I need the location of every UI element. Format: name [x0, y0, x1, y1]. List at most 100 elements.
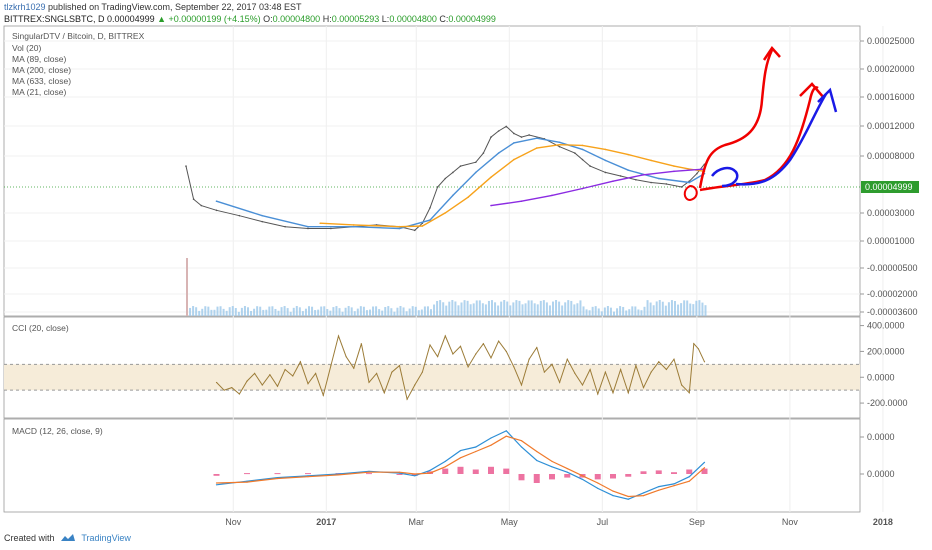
volume-bar	[472, 303, 475, 316]
volume-bar	[350, 307, 353, 316]
open-value: 0.00004800	[272, 14, 321, 24]
macd-line-point	[581, 478, 584, 480]
x-tick-label: Mar	[409, 517, 425, 527]
publish-info: tlzkrh1029 published on TradingView.com,…	[4, 2, 302, 12]
macd-line-point	[703, 461, 706, 463]
volume-bar	[606, 306, 609, 316]
signal-line-point	[490, 444, 492, 446]
data-point	[696, 172, 698, 175]
volume-bar	[231, 306, 234, 316]
data-point	[574, 152, 576, 154]
volume-bar	[216, 306, 219, 316]
macd-line-point	[475, 446, 477, 448]
y-tick-label: -0.00003600	[867, 307, 918, 317]
data-point	[192, 198, 195, 200]
data-point	[627, 169, 630, 172]
volume-bar	[536, 304, 539, 316]
data-point	[581, 187, 584, 190]
volume-bar	[561, 305, 564, 316]
last-price-tag: 0.00004999	[861, 181, 919, 193]
blue-arrow-head	[817, 87, 838, 113]
data-point	[452, 171, 454, 174]
volume-bar	[625, 310, 628, 316]
data-point	[513, 158, 515, 161]
volume-bar	[497, 305, 500, 316]
volume-bar	[247, 307, 249, 316]
x-tick-label: 2018	[873, 517, 893, 527]
series-line-ma-89-close-	[320, 143, 705, 228]
macd-histogram-bar	[305, 473, 311, 475]
volume-bar	[564, 302, 567, 316]
volume-bar	[335, 306, 338, 316]
volume-bar	[332, 307, 335, 316]
cci-point	[276, 385, 279, 387]
volume-bar	[378, 309, 381, 316]
signal-line-point	[597, 482, 599, 484]
data-point	[627, 153, 630, 156]
volume-bar	[399, 306, 402, 316]
data-point	[581, 148, 584, 151]
macd-histogram-bar	[244, 473, 250, 475]
volume-bar	[253, 308, 256, 316]
macd-label: MACD (12, 26, close, 9)	[12, 426, 103, 436]
data-point	[650, 181, 652, 184]
legend-ma200: MA (200, close)	[12, 65, 72, 75]
volume-bar	[545, 302, 548, 316]
last-price: 0.00004999	[107, 14, 155, 24]
data-point	[558, 143, 561, 146]
macd-histogram-bar	[610, 474, 616, 479]
volume-bar	[356, 308, 359, 316]
ohlc-header: BITTREX:SNGLSBTC, D 0.00004999 ▲ +0.0000…	[4, 14, 496, 24]
volume-bar	[326, 309, 329, 316]
volume-bar	[506, 301, 509, 316]
cci-point	[246, 380, 248, 382]
tradingview-brand[interactable]: TradingView	[81, 533, 131, 543]
volume-bar	[384, 307, 387, 316]
author-name[interactable]: tlzkrh1029	[4, 2, 46, 12]
cci-point	[406, 398, 408, 400]
signal-line-point	[505, 435, 507, 437]
y-tick-label: 0.00001000	[867, 236, 915, 246]
volume-bar	[201, 308, 204, 316]
volume-bar	[423, 306, 426, 316]
cci-point	[437, 355, 439, 358]
volume-bar	[643, 306, 646, 316]
hand-drawn-annotations	[683, 45, 838, 202]
data-point	[421, 225, 424, 227]
data-point	[490, 204, 492, 207]
signal-line-point	[658, 489, 660, 491]
volume-bar	[390, 308, 393, 316]
cci-point	[642, 386, 645, 389]
volume-bar	[408, 308, 411, 316]
volume-bar	[609, 307, 612, 316]
volume-bar	[353, 311, 356, 316]
volume-bar	[442, 302, 445, 316]
volume-bar	[451, 300, 454, 316]
signal-line-point	[429, 472, 431, 474]
volume-bar	[539, 300, 542, 316]
volume-bar	[484, 304, 487, 316]
macd-histogram-bar	[701, 468, 708, 474]
volume-bar	[515, 300, 518, 316]
signal-line-point	[414, 473, 416, 475]
close-value: 0.00004999	[448, 14, 496, 24]
symbol-label: BITTREX:SNGLSBTC, D	[4, 14, 105, 24]
cci-point	[284, 368, 286, 371]
volume-bar	[588, 310, 591, 316]
volume-bar	[204, 306, 207, 316]
data-point	[490, 136, 492, 138]
legend-vol: Vol (20)	[12, 43, 42, 53]
volume-bar	[701, 302, 704, 316]
volume-bar	[256, 306, 259, 316]
volume-bar	[381, 310, 384, 316]
cci-point	[536, 346, 538, 349]
volume-bar	[274, 308, 277, 316]
series-line-ma-21-close-	[216, 137, 705, 230]
signal-line-point	[566, 468, 568, 470]
cci-point	[620, 368, 622, 371]
data-point	[642, 173, 645, 176]
volume-bar	[277, 310, 280, 316]
data-point	[429, 207, 431, 209]
volume-bar	[320, 306, 323, 316]
